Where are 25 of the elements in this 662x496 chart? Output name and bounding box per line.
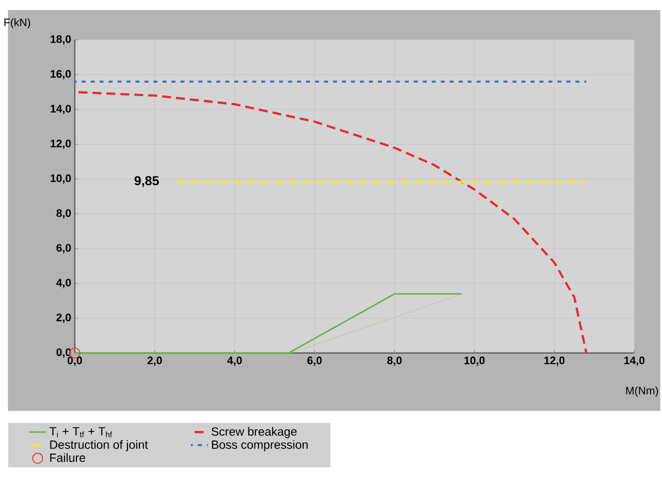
legend-label: Screw breakage [212,427,297,438]
y-tick-label: 2,0 [56,314,71,324]
y-tick-label: 8,0 [56,209,71,219]
x-tick-label: 2,0 [148,356,162,366]
x-tick-label: 10,0 [464,356,485,366]
legend-label: Destruction of joint [50,440,148,452]
x-axis-title: M(Nm) [626,386,658,397]
x-tick-label: 0,0 [68,356,82,366]
legend-label: T$_{i}$ + T$_{tf}$ + T$_{hf}$ [50,427,112,438]
x-tick-label: 4,0 [227,356,242,366]
legend-label: Failure [50,453,86,462]
legend-label: Boss compression [212,440,308,452]
x-tick-label: 6,0 [307,356,322,366]
y-tick-label: 10,0 [50,174,71,184]
data-label: 9,85 [134,176,159,188]
y-tick-label: 6,0 [56,244,71,254]
x-tick-label: 14,0 [624,356,644,366]
y-axis-title: F(kN) [4,18,30,29]
y-tick-label: 14,0 [50,104,71,114]
x-tick-label: 8,0 [387,356,402,366]
y-tick-label: 12,0 [50,140,71,150]
y-tick-label: 18,0 [50,35,71,45]
y-tick-label: 4,0 [56,278,71,288]
y-tick-label: 16,0 [50,70,71,80]
x-tick-label: 12,0 [544,356,565,366]
